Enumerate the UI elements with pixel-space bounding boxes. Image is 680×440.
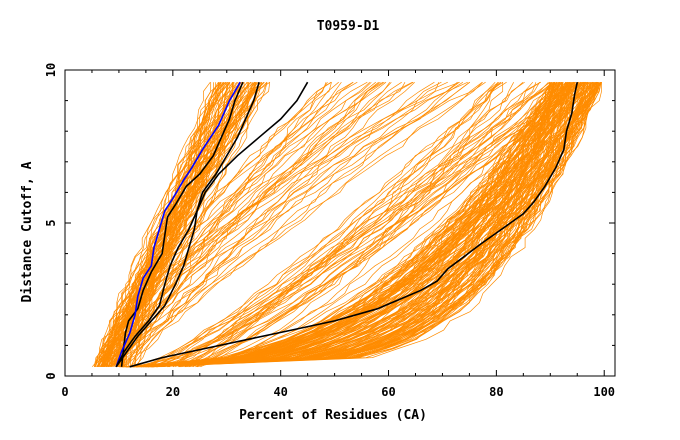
model-curve (173, 81, 576, 368)
blue-highlight-series-1 (115, 81, 241, 368)
model-curve (123, 81, 384, 367)
model-curve (135, 82, 598, 368)
model-curve (121, 81, 371, 367)
chart-title: T0959-D1 (317, 19, 380, 34)
model-curve (145, 81, 558, 368)
model-curve (147, 82, 584, 368)
model-curve (143, 81, 563, 368)
model-curve (108, 81, 414, 367)
model-curve (104, 81, 224, 367)
model-curve (113, 81, 230, 367)
model-curve (111, 81, 242, 367)
model-curve (169, 81, 587, 368)
model-curve (175, 82, 537, 368)
model-curve (103, 82, 440, 368)
model-curve (102, 81, 460, 367)
model-curve (132, 81, 589, 368)
model-curve (127, 82, 593, 368)
model-curve (97, 82, 222, 367)
model-curve (136, 81, 602, 368)
model-curve (118, 82, 597, 368)
model-curve (124, 81, 435, 368)
model-curve (153, 81, 504, 368)
y-axis-label: Distance Cutoff, A (20, 161, 35, 302)
model-curve (131, 82, 566, 368)
model-curve (188, 81, 575, 368)
model-curve (138, 82, 599, 368)
x-axis: 0 20 40 60 80 100 (61, 70, 615, 399)
model-curve (111, 81, 448, 367)
y-axis: 0 5 10 (44, 63, 615, 380)
model-curve (168, 81, 556, 368)
model-curve (126, 81, 601, 368)
model-curve (107, 81, 271, 367)
model-curve (120, 81, 483, 368)
x-tick-label: 20 (166, 385, 180, 399)
background-model-curves (92, 81, 602, 368)
x-tick-label: 60 (381, 385, 395, 399)
y-tick-label: 0 (44, 372, 58, 379)
model-curve (108, 81, 332, 367)
model-curve (125, 81, 559, 368)
model-curve (125, 82, 600, 368)
model-curve (97, 81, 225, 367)
model-curve (92, 82, 257, 368)
model-curve (102, 81, 259, 367)
model-curve (167, 81, 499, 368)
x-tick-label: 80 (489, 385, 503, 399)
model-curve (130, 81, 502, 368)
model-curve (149, 82, 574, 368)
y-tick-label: 5 (44, 219, 58, 226)
model-curve (133, 82, 592, 368)
model-curve (177, 82, 554, 368)
model-curve (126, 82, 602, 368)
model-curve (119, 82, 550, 368)
black-highlight-series-0 (120, 81, 244, 367)
black-highlight-series-3 (115, 81, 309, 368)
model-curve (161, 82, 578, 368)
model-curve (188, 82, 575, 368)
model-curve (106, 81, 211, 367)
model-curve (94, 81, 265, 367)
model-curve (142, 81, 581, 368)
model-curve (151, 82, 584, 368)
model-curve (178, 81, 575, 368)
model-curve (98, 81, 227, 367)
x-tick-label: 100 (593, 385, 615, 399)
model-curve (151, 82, 599, 368)
model-curve (152, 82, 602, 368)
model-curve (118, 81, 368, 367)
model-curve (126, 82, 594, 368)
model-curve (111, 82, 328, 367)
model-curve (157, 81, 586, 368)
y-tick-label: 10 (44, 63, 58, 77)
model-curve (155, 81, 584, 368)
model-curve (159, 82, 552, 368)
black-highlight-series-2 (115, 81, 260, 368)
model-curve (108, 81, 464, 368)
model-curve (127, 81, 391, 367)
x-tick-label: 0 (61, 385, 68, 399)
model-curve (192, 81, 555, 368)
model-curve (185, 81, 524, 368)
model-curve (102, 81, 381, 368)
model-curve (123, 81, 402, 367)
model-curve (123, 82, 327, 368)
x-tick-label: 40 (273, 385, 287, 399)
black-highlight-series-4 (129, 82, 579, 368)
model-curve (136, 81, 470, 367)
model-curve (122, 81, 460, 367)
x-axis-label: Percent of Residues (CA) (239, 408, 427, 423)
model-curve (196, 82, 593, 368)
model-curve (135, 81, 549, 368)
highlight-series (115, 81, 579, 368)
